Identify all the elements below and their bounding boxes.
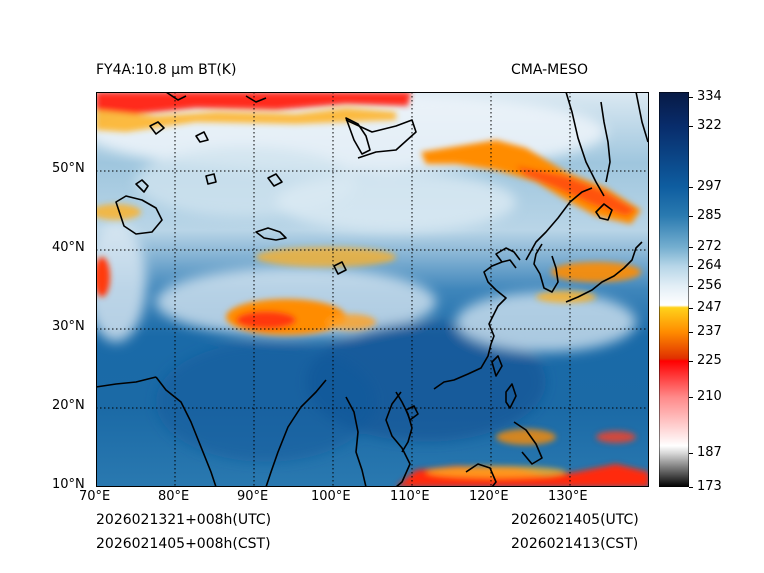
cold-top-north-orange <box>96 108 396 132</box>
colorbar-tickmark <box>689 266 693 268</box>
title-right: CMA-MESO <box>511 62 589 78</box>
colorbar-tickmark <box>689 186 693 188</box>
colorbar-tickmark <box>689 453 693 455</box>
colorbar-fill <box>658 91 690 488</box>
init-time-utc: 2026021321+008h(UTC) <box>96 512 272 528</box>
coast-caspian <box>115 195 163 235</box>
satellite-map <box>96 92 649 487</box>
coast-philippines-luzon <box>505 383 517 409</box>
lon-tick-70: 70°E <box>79 489 111 504</box>
colorbar-tick-label: 187 <box>697 445 722 461</box>
cloud-west-edge <box>96 222 146 342</box>
colorbar-tick-label: 297 <box>697 178 722 194</box>
cold-top-philippines <box>496 429 556 445</box>
colorbar <box>658 91 690 488</box>
lat-tick-20: 20°N <box>52 398 85 413</box>
cold-top-south-orange <box>426 466 566 478</box>
cold-top-northeast-core <box>516 166 636 216</box>
title-left: FY4A:10.8 µm BT(K) <box>96 62 237 78</box>
cold-top-northeast-band <box>421 140 641 224</box>
init-time-cst: 2026021405+008h(CST) <box>96 536 271 552</box>
coast-northern-sea <box>165 92 267 103</box>
colorbar-tickmark <box>689 397 693 399</box>
coast-taiwan <box>491 355 503 377</box>
lake-north-1 <box>149 121 165 135</box>
colorbar-tickmark <box>689 125 693 127</box>
colorbar-tick-label: 225 <box>697 352 722 368</box>
coast-bohai <box>495 247 521 263</box>
cold-top-korea-south <box>536 291 596 303</box>
colorbar-svg <box>658 91 690 488</box>
cold-top-central <box>256 247 396 267</box>
colorbar-tickmark <box>689 96 693 98</box>
coast-hokkaido <box>595 203 613 221</box>
lat-tick-40: 40°N <box>52 240 85 255</box>
coast-china-east <box>433 259 517 390</box>
lake-north-2 <box>195 131 209 143</box>
coast-pakistan <box>96 376 157 388</box>
colorbar-tickmark <box>689 307 693 309</box>
coast-indochina <box>385 391 411 487</box>
lon-tick-130: 130°E <box>548 489 588 504</box>
lake-siberia-2 <box>267 173 283 187</box>
cold-top-tibet-east <box>326 314 376 330</box>
lake-mongolia <box>333 261 347 275</box>
dark-india <box>156 342 376 462</box>
colorbar-tickmark <box>689 247 693 249</box>
cold-top-korea <box>551 262 641 282</box>
colorbar-tick-label: 237 <box>697 323 722 339</box>
map-frame <box>96 92 649 487</box>
cold-top-west-edge <box>96 257 110 297</box>
coast-japan <box>565 241 643 303</box>
coast-philippines-south <box>513 421 543 465</box>
coast-borneo <box>465 463 497 487</box>
coast-vietnam <box>395 391 413 453</box>
coast-balkhash <box>255 227 287 241</box>
coast-kamchatka <box>635 92 649 143</box>
coast-india-east <box>265 379 327 487</box>
lon-tick-110: 110°E <box>390 489 430 504</box>
map-svg <box>96 92 649 487</box>
colorbar-tickmark <box>689 285 693 287</box>
lat-tick-30: 30°N <box>52 319 85 334</box>
coast-sakhalin <box>600 101 611 183</box>
lon-tick-120: 120°E <box>469 489 509 504</box>
valid-time-cst: 2026021413(CST) <box>511 536 639 552</box>
colorbar-tick-label: 210 <box>697 389 722 405</box>
colorbar-tick-label: 272 <box>697 239 722 255</box>
colorbar-tick-label: 334 <box>697 88 722 104</box>
lake-siberia-1 <box>205 173 217 185</box>
colorbar-tick-label: 173 <box>697 479 722 494</box>
lat-tick-50: 50°N <box>52 161 85 176</box>
coast-baikal <box>345 117 371 155</box>
colorbar-tick-label: 247 <box>697 299 722 315</box>
lon-tick-80: 80°E <box>158 489 190 504</box>
graticule <box>96 92 649 487</box>
cloud-mongolia <box>276 172 516 232</box>
colorbar-tickmark <box>689 215 693 217</box>
lat-tick-10: 10°N <box>52 477 85 492</box>
border-arctic-island <box>345 119 417 159</box>
colorbar-tickmark <box>689 360 693 362</box>
colorbar-tick-label: 264 <box>697 258 722 274</box>
coast-aral <box>135 179 149 193</box>
valid-time-utc: 2026021405(UTC) <box>511 512 639 528</box>
lon-tick-100: 100°E <box>311 489 351 504</box>
colorbar-tickmark <box>689 331 693 333</box>
colorbar-tickmark <box>689 487 693 488</box>
coast-korea <box>533 243 559 293</box>
cold-top-pacific <box>596 431 636 443</box>
colorbar-tick-label: 322 <box>697 117 722 133</box>
cold-top-tibet-core <box>236 311 296 329</box>
coast-india-west <box>155 376 217 487</box>
colorbar-tick-label: 285 <box>697 207 722 223</box>
cloud-japan-sea <box>456 292 636 352</box>
colorbar-tick-label: 256 <box>697 277 722 293</box>
coast-myanmar <box>345 396 367 487</box>
coast-okhotsk <box>565 92 605 197</box>
lon-tick-90: 90°E <box>237 489 269 504</box>
coast-russia-east <box>525 187 593 261</box>
